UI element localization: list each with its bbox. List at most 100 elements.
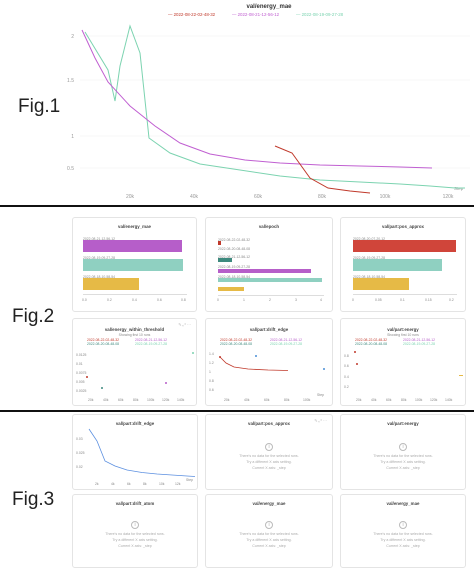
tick: 20k bbox=[88, 398, 94, 402]
tick: 4 bbox=[320, 298, 322, 302]
bar-label: 2022-08-19-09-27-28 bbox=[218, 265, 251, 269]
no-data-message: There's no data for the selected runs. bbox=[373, 532, 433, 536]
panel-title: val/epoch bbox=[258, 224, 280, 229]
bar bbox=[218, 269, 311, 273]
legend-entry: — 2022-08-19-09-27-28 bbox=[296, 12, 344, 17]
y-tick: 1 bbox=[71, 134, 74, 140]
tick: 0.4 bbox=[344, 375, 349, 379]
no-data-axis: Current X axis: _step bbox=[386, 466, 420, 470]
fig3-empty-panel-pos-approx[interactable]: ✎ ⤢ ⋯ val/part:pos_approx i There's no d… bbox=[205, 414, 333, 490]
info-icon: i bbox=[265, 521, 273, 529]
no-data-message: There's no data for the selected runs. bbox=[373, 454, 433, 458]
panel-subtitle: Showing first 10 runs bbox=[387, 333, 419, 337]
tick: 0.8 bbox=[181, 298, 186, 302]
bar-label: 2022-08-21-12-56-12 bbox=[218, 255, 251, 259]
tick: 0.0075 bbox=[76, 371, 87, 375]
x-tick: 120k bbox=[443, 194, 454, 200]
tick: 0.0 bbox=[82, 298, 87, 302]
fig1-label: Fig.1 bbox=[18, 96, 61, 117]
no-data-axis: Current X axis: _step bbox=[386, 544, 420, 548]
x-tick: 80k bbox=[318, 194, 327, 200]
fig3-empty-panel-drift-atom[interactable]: val/part:drift_atom i There's no data fo… bbox=[72, 494, 198, 568]
tick: 0 bbox=[352, 298, 354, 302]
legend-entry: 2022-08-22-02-48-32 bbox=[355, 338, 388, 342]
fig3-chart-panel-drift-edge[interactable]: val/part:drift_edge 0.03 0.025 0.02 2k 4… bbox=[72, 414, 198, 490]
tick: 0.0025 bbox=[76, 389, 87, 393]
x-tick: 20k bbox=[126, 194, 135, 200]
line-panel-energy-within-threshold[interactable]: ✎ ⤢ ⋯ val/energy_within_threshold Showin… bbox=[72, 318, 197, 406]
bar-panel-epoch[interactable]: val/epoch 2022-08-22-02-48-32 2022-08-20… bbox=[205, 217, 333, 312]
x-tick: 40k bbox=[190, 194, 199, 200]
panel-title: val/part:pos_approx bbox=[248, 421, 290, 426]
panel-actions-icon[interactable]: ✎ ⤢ ⋯ bbox=[178, 322, 191, 327]
legend-entry: — 2022-08-21-12-56-12 bbox=[232, 12, 280, 17]
bar-panel-energy-mae[interactable]: val/energy_mae 2022-08-21-12-56-12 2022-… bbox=[72, 217, 197, 312]
data-point bbox=[165, 382, 167, 384]
tick: 12k bbox=[175, 482, 181, 486]
divider-top bbox=[0, 205, 474, 207]
info-icon: i bbox=[131, 521, 139, 529]
fig3-empty-panel-energy-mae-2[interactable]: val/energy_mae i There's no data for the… bbox=[340, 494, 466, 568]
tick: 4k bbox=[111, 482, 115, 486]
bar-label: 2022-08-19-09-27-28 bbox=[353, 256, 386, 260]
tick: 0.025 bbox=[76, 451, 85, 455]
tick: 0.6 bbox=[209, 388, 214, 392]
tick: 40k bbox=[371, 398, 377, 402]
data-point bbox=[356, 363, 358, 365]
tick: 140k bbox=[177, 398, 185, 402]
legend-entry: 2022-08-21-12-56-12 bbox=[403, 338, 436, 342]
tick: 80k bbox=[284, 398, 290, 402]
y-tick: 2 bbox=[71, 34, 74, 40]
panel-title: val/part:drift_edge bbox=[249, 327, 289, 332]
tick: 60k bbox=[118, 398, 124, 402]
fig3-empty-panel-energy-mae[interactable]: val/energy_mae i There's no data for the… bbox=[205, 494, 333, 568]
fig3-empty-panel-energy[interactable]: val/part:energy i There's no data for th… bbox=[340, 414, 466, 490]
panel-title: val/part:energy bbox=[387, 421, 419, 426]
info-icon: i bbox=[265, 443, 273, 451]
panel-actions-icon[interactable]: ✎ ⤢ ⋯ bbox=[314, 418, 327, 423]
bar bbox=[218, 258, 232, 262]
tick: 0.6 bbox=[157, 298, 162, 302]
bar bbox=[83, 240, 182, 252]
legend-entry: 2022-08-21-12-56-12 bbox=[135, 338, 168, 342]
tick: 0.1 bbox=[400, 298, 405, 302]
fig3-drift-edge-line bbox=[88, 428, 196, 477]
line-panel-drift-edge[interactable]: val/part:drift_edge 2022-08-22-02-48-32 … bbox=[205, 318, 333, 406]
tick: 8k bbox=[143, 482, 147, 486]
bar-label: 2022-08-18-10-58-54 bbox=[353, 275, 386, 279]
fig1-chart-title: val/energy_mae bbox=[246, 4, 292, 10]
legend-entry: — 2022-08-22-02-48-32 bbox=[168, 12, 216, 17]
panel-title: val/part:energy bbox=[387, 327, 419, 332]
legend-entry: 2022-08-20-08-48-08 bbox=[87, 342, 120, 346]
panel-title: val/part:drift_atom bbox=[115, 501, 155, 506]
legend-entry: 2022-08-19-09-27-28 bbox=[403, 342, 436, 346]
tick: 100k bbox=[415, 398, 423, 402]
panel-title: val/energy_mae bbox=[118, 224, 151, 229]
tick: 0.01 bbox=[76, 362, 83, 366]
bar-label: 2022-08-21-12-56-12 bbox=[83, 237, 116, 241]
tick: 80k bbox=[133, 398, 139, 402]
line-panel-energy[interactable]: val/part:energy Showing first 10 runs 20… bbox=[340, 318, 466, 406]
bar-panel-pos-approx[interactable]: val/part:pos_approx 2022-08-20-07-20-12 … bbox=[340, 217, 466, 312]
tick: 0.05 bbox=[375, 298, 382, 302]
tick: 40k bbox=[244, 398, 250, 402]
x-tick: 100k bbox=[380, 194, 391, 200]
panel-title: val/part:drift_edge bbox=[115, 421, 155, 426]
panel-subtitle: Showing first 10 runs bbox=[118, 333, 151, 337]
tick: 10k bbox=[159, 482, 165, 486]
data-point bbox=[86, 376, 88, 378]
no-data-hint: Try a different X axis setting. bbox=[246, 538, 292, 542]
tick: 1.2 bbox=[209, 361, 214, 365]
data-point bbox=[354, 351, 356, 353]
bar-label: 2022-08-19-09-27-28 bbox=[83, 256, 116, 260]
y-tick: 0.5 bbox=[67, 166, 74, 172]
legend-entry: 2022-08-20-08-48-08 bbox=[220, 342, 253, 346]
tick: 140k bbox=[445, 398, 453, 402]
fig2-label: Fig.2 bbox=[12, 306, 55, 327]
tick: 0.8 bbox=[344, 354, 349, 358]
no-data-hint: Try a different X axis setting. bbox=[246, 460, 292, 464]
no-data-axis: Current X axis: _step bbox=[118, 544, 152, 548]
bar bbox=[83, 278, 139, 290]
fig1-series-2022-08-21 bbox=[81, 29, 433, 169]
